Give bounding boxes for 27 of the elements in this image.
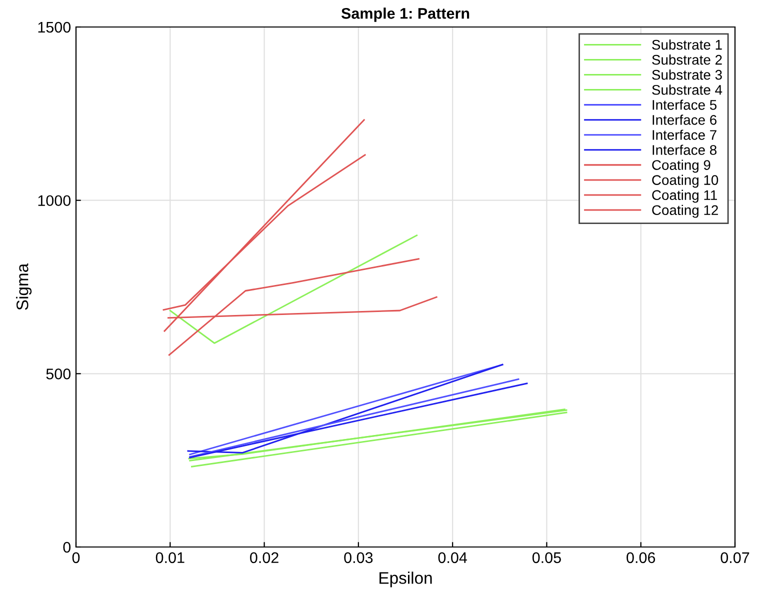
legend-label: Coating 11 bbox=[652, 190, 717, 203]
chart-title: Sample 1: Pattern bbox=[341, 8, 470, 22]
legend-label: Interface 7 bbox=[652, 130, 716, 140]
x-tick-label: 0.06 bbox=[626, 552, 656, 564]
x-axis-title: Epsilon bbox=[380, 572, 432, 588]
legend-label: Coating 10 bbox=[652, 174, 718, 188]
legend-label: Substrate 4 bbox=[652, 84, 722, 95]
x-tick-label: 0.01 bbox=[156, 552, 184, 564]
y-tick-label: 0 bbox=[63, 542, 71, 553]
legend-label: Coating 12 bbox=[652, 204, 718, 218]
legend-label: Substrate 1 bbox=[652, 40, 722, 50]
legend-label: Substrate 3 bbox=[652, 70, 722, 80]
legend-label: Interface 8 bbox=[652, 144, 716, 155]
x-tick-label: 0 bbox=[72, 552, 80, 564]
legend-label: Interface 5 bbox=[652, 100, 717, 110]
y-axis-title: Sigma bbox=[16, 263, 32, 310]
y-tick-label: 1000 bbox=[38, 195, 71, 206]
x-tick-label: 0.02 bbox=[250, 552, 278, 564]
x-tick-label: 0.04 bbox=[438, 552, 467, 564]
legend-label: Interface 6 bbox=[652, 114, 716, 125]
y-tick-label: 1500 bbox=[38, 22, 71, 33]
legend-label: Coating 9 bbox=[652, 160, 710, 173]
legend-label: Substrate 2 bbox=[652, 54, 722, 65]
x-tick-label: 0.05 bbox=[532, 552, 561, 564]
x-tick-label: 0.03 bbox=[344, 552, 373, 564]
x-tick-label: 0.07 bbox=[720, 552, 750, 564]
y-tick-label: 500 bbox=[46, 368, 71, 380]
